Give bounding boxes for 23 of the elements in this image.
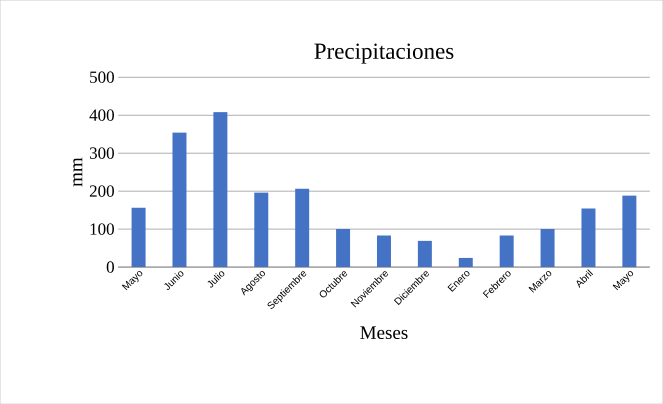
- y-tick-label: 200: [90, 185, 114, 197]
- bar: [622, 196, 636, 267]
- y-tick-label: 0: [106, 261, 114, 273]
- y-tick-label: 300: [90, 147, 114, 159]
- y-axis-title: mm: [73, 158, 82, 186]
- bar: [540, 228, 555, 267]
- bar: [500, 235, 514, 267]
- bar: [172, 132, 186, 267]
- bar: [295, 188, 310, 267]
- y-tick-label: 500: [90, 71, 114, 83]
- x-tick-label: Julio: [208, 271, 224, 288]
- bar: [581, 208, 596, 267]
- bar: [458, 258, 473, 267]
- bar: [376, 235, 391, 267]
- bar: [213, 112, 228, 267]
- y-tick-label: 100: [90, 223, 114, 235]
- chart-title: Precipitaciones: [314, 43, 454, 64]
- x-axis-title: Meses: [360, 326, 408, 339]
- bar: [418, 240, 432, 267]
- y-tick-label: 400: [89, 109, 114, 121]
- bar: [336, 228, 350, 267]
- bar: [132, 208, 146, 267]
- bar: [254, 192, 268, 267]
